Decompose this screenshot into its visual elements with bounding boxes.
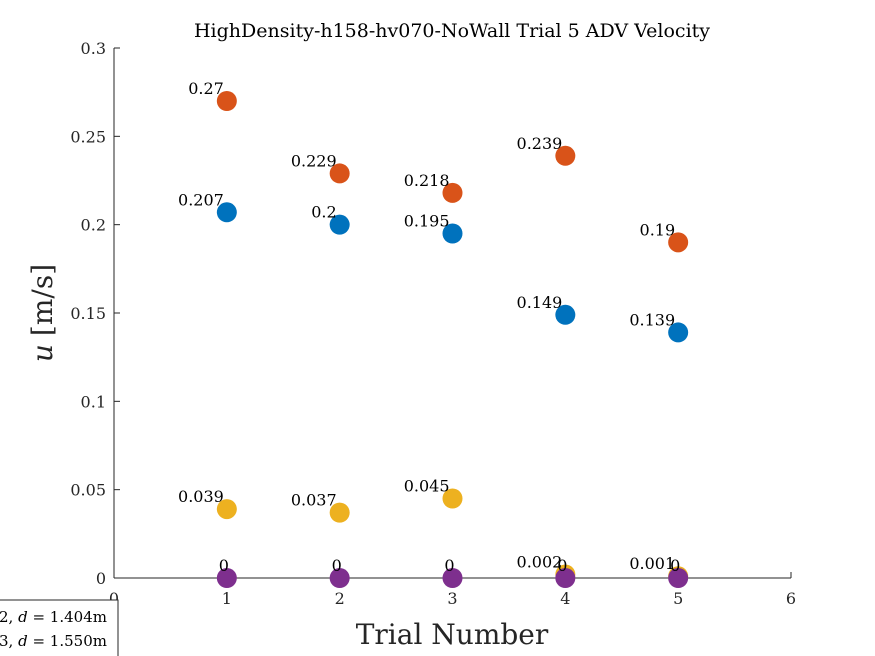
data-point [329,568,350,588]
x-tick-label: 3 [447,589,457,608]
data-points [216,91,689,588]
data-point [329,163,350,184]
legend-entry-1-value: = 1.404m [28,608,107,626]
legend-entry-2-var: d [18,632,28,650]
legend-entry-2-value: = 1.550m [28,632,107,650]
data-point [555,568,576,588]
data-point [442,488,463,509]
data-point [555,145,576,166]
data-label: 0.001 [629,554,675,573]
y-axis-unit: [m/s] [26,264,59,336]
data-labels: 0.27 0.229 0.218 0.239 0.19 0.207 0.2 0.195 0.14… [178,79,680,575]
legend-entry-1-var: d [18,608,28,626]
data-label: 0.218 [404,171,450,190]
data-label: 0.139 [629,310,675,329]
data-point [668,322,689,343]
data-point [442,568,463,588]
y-tick-label: 0.1 [81,392,106,411]
data-label: 0.207 [178,190,224,209]
data-label: 0 [332,556,342,575]
y-tick-label: 0.25 [70,127,106,146]
data-label: 0.045 [404,477,450,496]
data-label: 0.002 [517,552,563,571]
chart-title: HighDensity-h158-hv070-NoWall Trial 5 AD… [194,20,710,42]
legend-entry-1-prefix: 2, [0,608,18,626]
data-label: 0.195 [404,212,450,231]
legend-entry-2-prefix: 3, [0,632,18,650]
x-tick-label: 1 [222,589,232,608]
data-label: 0 [444,556,454,575]
data-point [442,223,463,244]
y-tick-label: 0 [96,569,106,588]
data-point [329,214,350,235]
data-label: 0.239 [517,134,563,153]
data-point [216,202,237,223]
data-label: 0.19 [640,220,676,239]
y-tick-label: 0.2 [81,216,106,235]
x-tick-label: 6 [786,589,796,608]
legend-entry-1: 2, d = 1.404m [0,608,107,626]
data-point [668,232,689,253]
data-label: 0 [219,556,229,575]
plot-area: 0 1 2 3 4 5 6 0 0.05 0.1 0.15 0.2 0.25 0.3 0.27 0.229… [70,39,796,608]
data-label: 0.27 [188,79,224,98]
data-label: 0.229 [291,151,337,170]
data-point [442,182,463,203]
data-label: 0 [557,556,567,575]
data-label: 0.149 [517,293,563,312]
data-label: 0.2 [311,203,336,222]
data-point [555,304,576,325]
data-label: 0.039 [178,487,224,506]
y-ticks: 0 0.05 0.1 0.15 0.2 0.25 0.3 [70,39,120,588]
y-axis-symbol: u [26,344,59,362]
data-point [668,568,689,588]
x-axis-label: Trial Number [356,618,549,651]
y-tick-label: 0.3 [81,39,106,58]
x-tick-label: 0 [109,589,119,608]
data-point [329,502,350,523]
y-tick-label: 0.15 [70,304,106,323]
x-tick-label: 4 [560,589,570,608]
legend: 2, d = 1.404m 3, d = 1.550m [0,599,119,656]
legend-entry-2: 3, d = 1.550m [0,632,107,650]
data-point [216,91,237,111]
x-tick-label: 2 [335,589,345,608]
data-label: 0.037 [291,491,337,510]
data-point [216,499,237,520]
y-tick-label: 0.05 [70,481,106,500]
legend-box [0,599,119,656]
data-label: 0 [670,556,680,575]
data-point [216,568,237,588]
x-tick-label: 5 [673,589,683,608]
y-axis-label: u [m/s] [26,264,59,362]
